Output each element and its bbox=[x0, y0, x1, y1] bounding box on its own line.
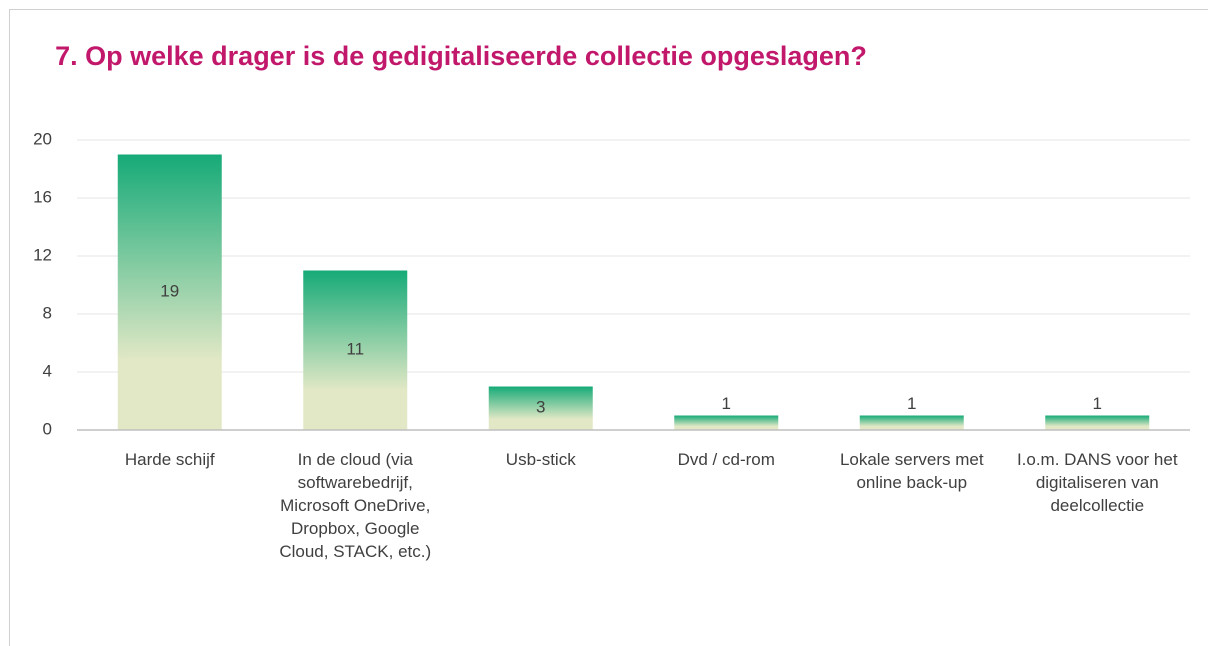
bar bbox=[303, 270, 408, 430]
data-label: 19 bbox=[160, 282, 179, 301]
data-label: 11 bbox=[346, 340, 364, 359]
y-tick-label: 16 bbox=[33, 187, 52, 206]
data-label: 1 bbox=[907, 394, 916, 413]
y-tick-label: 4 bbox=[43, 361, 52, 380]
data-label: 1 bbox=[722, 394, 731, 413]
x-tick-label: Usb-stick bbox=[505, 450, 576, 469]
bar bbox=[859, 415, 964, 430]
chart-title: 7. Op welke drager is de gedigitaliseerd… bbox=[55, 41, 867, 71]
data-label: 3 bbox=[536, 398, 545, 417]
x-tick-label: Lokale servers met online back-up bbox=[839, 450, 984, 492]
bar bbox=[1045, 415, 1150, 430]
data-label: 1 bbox=[1093, 394, 1102, 413]
bar bbox=[117, 154, 222, 430]
y-tick-label: 12 bbox=[33, 245, 52, 264]
bar bbox=[674, 415, 779, 430]
x-tick-label: Dvd / cd-rom bbox=[677, 450, 775, 469]
chart-frame bbox=[9, 9, 1208, 646]
x-tick-label: Harde schijf bbox=[124, 450, 215, 469]
x-tick-label: I.o.m. DANS voor het digitaliseren van d… bbox=[1016, 450, 1178, 515]
x-tick-label: In de cloud (via softwarebedrijf, Micros… bbox=[279, 450, 432, 561]
y-tick-label: 8 bbox=[43, 303, 52, 322]
y-tick-label: 0 bbox=[43, 419, 52, 438]
y-tick-label: 20 bbox=[33, 129, 52, 148]
bar bbox=[488, 386, 593, 430]
